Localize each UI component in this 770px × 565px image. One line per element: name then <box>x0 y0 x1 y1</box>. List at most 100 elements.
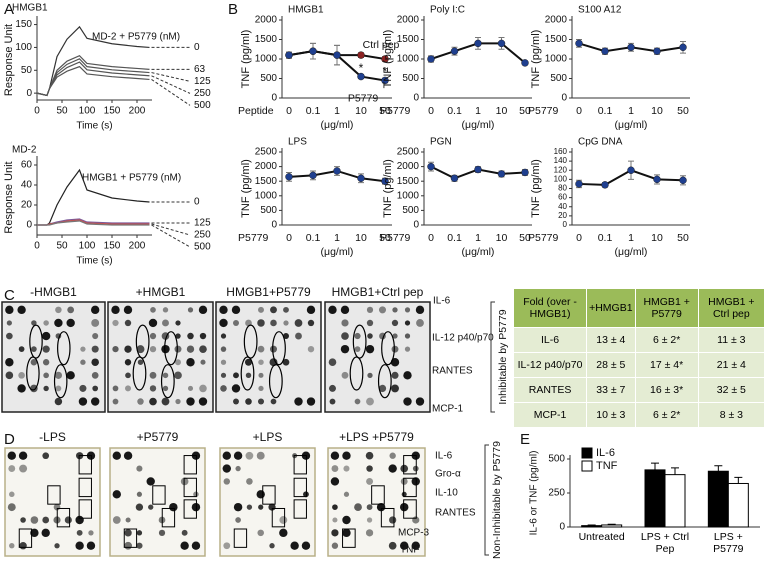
blot-spot <box>136 465 143 472</box>
blot-spot <box>198 305 208 315</box>
y-tick-label: 80 <box>558 184 567 193</box>
blot-spot <box>112 516 121 524</box>
highlight-box <box>161 507 176 528</box>
highlight-ellipse <box>135 324 150 359</box>
blot-spot <box>30 528 39 538</box>
x-tick-label: 0.1 <box>306 232 321 244</box>
blot-spot <box>365 344 375 354</box>
highlight-box <box>123 528 138 548</box>
y-tick-label: 2500 <box>397 147 420 158</box>
series-label: 0 <box>194 42 200 53</box>
blot-spot <box>235 465 241 472</box>
y-tick-label: 2000 <box>397 15 420 26</box>
blot-spot <box>199 384 207 393</box>
blot-spot <box>43 372 49 379</box>
blot-spot <box>55 306 62 314</box>
x-tick-label: 200 <box>129 106 146 117</box>
cell: 32 ± 5 <box>697 377 766 403</box>
blot-spot <box>340 344 350 354</box>
blot-title: -HMGB1 <box>30 285 77 299</box>
blot-image <box>219 447 316 557</box>
blot-spot <box>378 306 387 314</box>
data-point <box>333 167 341 175</box>
highlight-box <box>380 507 395 528</box>
blot-spot <box>279 528 288 538</box>
y-tick-label: 1500 <box>545 34 568 45</box>
highlight-ellipse <box>29 324 43 359</box>
legend-label: TNF <box>596 460 618 472</box>
chart-title: MD-2 <box>12 145 37 156</box>
highlight-box <box>78 499 92 519</box>
x-tick-label: 0 <box>34 106 40 117</box>
data-point <box>601 181 609 189</box>
blot-label: IL-12 p40/p70 <box>432 333 494 344</box>
blot-spot <box>199 332 207 340</box>
blot-spot <box>220 385 227 392</box>
blot-spot <box>91 371 99 379</box>
blot-spot <box>331 529 339 537</box>
blot-spot <box>294 319 303 327</box>
x-tick-label: 100 <box>79 106 96 117</box>
x-tick-label: 10 <box>355 105 367 117</box>
highlight-ellipse <box>160 364 175 399</box>
blot-title: +LPS <box>253 430 283 444</box>
blot-spot <box>112 398 119 405</box>
sensorgram-line <box>36 54 150 97</box>
sensorgram-line <box>37 220 150 226</box>
blot-spot <box>220 372 227 378</box>
blot-spot <box>149 397 157 406</box>
blot-spot <box>411 541 420 550</box>
data-point <box>601 47 609 55</box>
blot-spot <box>78 397 88 406</box>
blot-spot <box>332 504 338 510</box>
data-point <box>679 176 687 185</box>
y-tick-label: 40 <box>21 180 33 191</box>
blot-spot <box>124 359 132 366</box>
highlight-ellipse <box>164 331 178 366</box>
series-label: P5779 <box>348 92 379 104</box>
blot-spot <box>125 385 131 392</box>
blot-spot <box>17 384 26 393</box>
fold-table: Fold (over -HMGB1) +HMGB1 HMGB1 + P5779 HMG… <box>512 288 766 428</box>
blot-image <box>215 301 322 413</box>
blot-spot <box>149 371 157 379</box>
blot-spot <box>111 305 120 315</box>
blot-spot <box>329 384 336 392</box>
bar <box>601 524 623 528</box>
x-tick-label: LPS + P5779 <box>713 531 744 555</box>
y-tick-label: 1500 <box>255 176 278 187</box>
x-tick-label: 10 <box>355 232 367 244</box>
blot-spot <box>91 345 99 353</box>
data-point <box>627 166 635 174</box>
y-axis-label: TNF (pg/ml) <box>240 30 252 89</box>
y-tick-label: 20 <box>558 211 567 220</box>
data-point <box>285 173 293 181</box>
blot-spot <box>331 465 339 472</box>
blot-spot <box>220 346 227 352</box>
highlight-ellipse <box>132 356 147 391</box>
cell: 33 ± 7 <box>586 377 636 403</box>
blot-spot <box>180 541 189 550</box>
header-cell: HMGB1 + P5779 <box>634 288 699 328</box>
cell: 17 ± 4* <box>634 352 699 378</box>
y-tick-label: 0 <box>563 220 568 229</box>
highlight-ellipse <box>272 331 286 366</box>
blot-spot <box>175 333 181 339</box>
series-label: 250 <box>194 230 211 241</box>
x-tick-label: 1 <box>475 232 481 244</box>
data-point <box>521 59 529 67</box>
data-point <box>357 51 365 59</box>
table-row: IL-12 p40/p70 28 ± 5 17 ± 4* 21 ± 4 <box>512 352 766 378</box>
x-label-left: P5779 <box>528 105 559 117</box>
y-tick-label: 1000 <box>397 54 420 65</box>
blot-spot <box>391 345 399 353</box>
x-tick-label: 1 <box>628 105 634 117</box>
blot-spot <box>175 320 181 326</box>
highlight-ellipse <box>26 356 40 391</box>
blot-spot <box>146 477 155 486</box>
blot-spot <box>174 371 182 380</box>
y-axis-label: TNF (pg/ml) <box>382 159 394 218</box>
blot-spot <box>112 385 119 392</box>
blot-spot <box>90 397 100 406</box>
